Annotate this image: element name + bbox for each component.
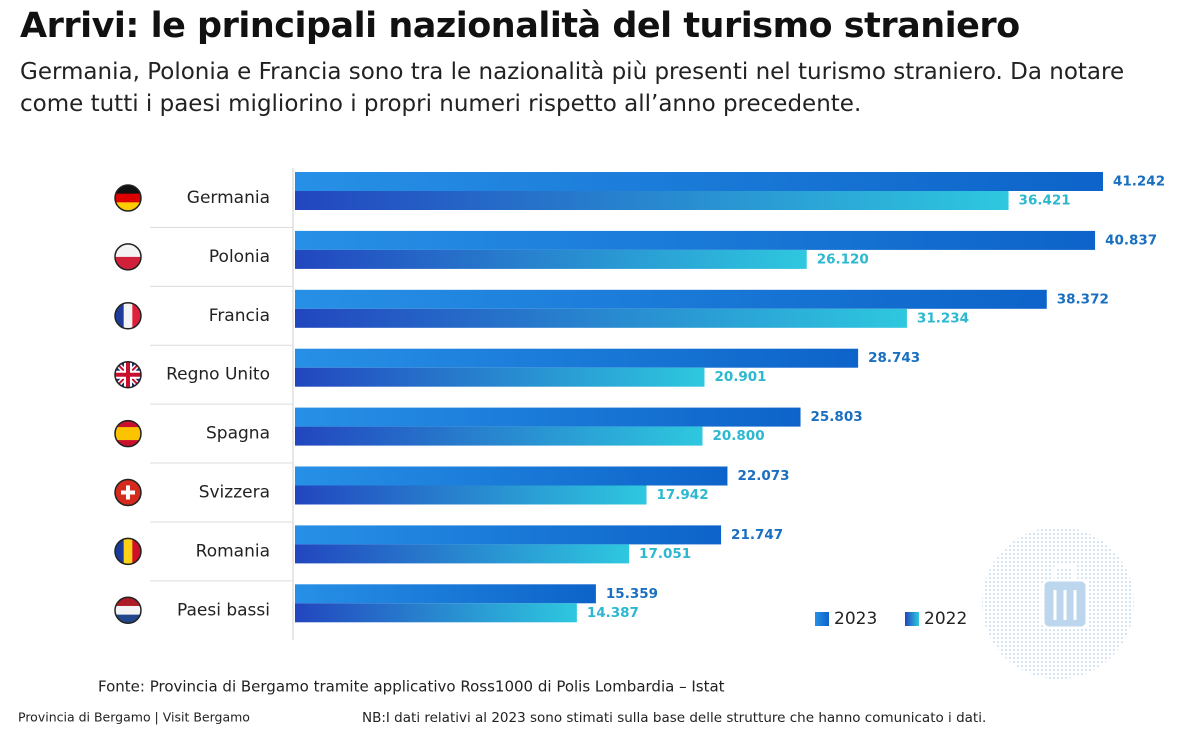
bar: [295, 525, 722, 545]
flag-cross: [121, 485, 135, 500]
category-label: Svizzera: [199, 483, 270, 503]
category-label: Francia: [209, 306, 270, 326]
chart-title: Arrivi: le principali nazionalità del tu…: [20, 6, 1020, 46]
flag-icon: [115, 302, 141, 329]
flag-stripe: [123, 302, 133, 329]
category-label: Polonia: [209, 247, 270, 267]
value-label: 25.803: [811, 409, 863, 425]
value-label: 40.837: [1105, 232, 1157, 248]
bar: [295, 249, 807, 269]
footer: Provincia di Bergamo | Visit Bergamo: [18, 710, 250, 725]
bar: [295, 426, 703, 446]
value-label: 22.073: [737, 468, 789, 484]
bar: [295, 584, 596, 604]
flag-icon: [115, 538, 141, 565]
category-label: Romania: [196, 541, 270, 561]
flag-ring: [114, 360, 142, 389]
bar: [295, 485, 647, 505]
flag-stripe: [115, 614, 141, 624]
value-label: 17.051: [639, 546, 691, 562]
flag-cross: [115, 361, 141, 388]
flag-stripe: [115, 427, 141, 435]
flag-ring: [114, 184, 142, 212]
flag-ring: [114, 537, 142, 566]
flag-icon: [115, 243, 141, 270]
bar: [295, 466, 728, 486]
value-label: 21.747: [731, 527, 783, 543]
legend-swatch: [815, 612, 829, 626]
value-label: 36.421: [1019, 193, 1071, 209]
bar: [295, 308, 907, 328]
bar: [295, 348, 859, 368]
value-label: 17.942: [657, 487, 709, 503]
flag-stripe: [115, 440, 141, 447]
flag-ring: [114, 243, 142, 271]
flag-stripe: [115, 185, 141, 195]
flag-stripe: [132, 538, 141, 565]
value-label: 31.234: [917, 310, 969, 326]
value-label: 20.901: [714, 369, 766, 385]
legend-swatch: [905, 612, 919, 626]
value-label: 41.242: [1113, 174, 1165, 190]
flag-stripe: [115, 243, 141, 258]
flag-ring: [114, 478, 142, 507]
chart-subtitle: Germania, Polonia e Francia sono tra le …: [20, 59, 1125, 117]
bar: [295, 367, 705, 387]
legend-label: 2023: [834, 609, 877, 629]
legend-label: 2022: [924, 609, 967, 629]
flag-stripe: [115, 256, 141, 270]
flag-icon: [115, 185, 141, 211]
category-label: Spagna: [206, 424, 270, 444]
note: NB:I dati relativi al 2023 sono stimati …: [362, 710, 986, 726]
flag-stripe: [115, 202, 141, 211]
flag-stripe: [123, 538, 133, 565]
value-label: 20.800: [713, 428, 765, 444]
flag-stripe: [115, 597, 141, 607]
flag-stripe: [115, 433, 141, 441]
flag-stripe: [115, 302, 125, 329]
flag-stripe: [115, 193, 141, 203]
bar: [295, 544, 630, 564]
bar: [295, 230, 1096, 250]
flag-ring: [114, 302, 142, 330]
value-label: 28.743: [868, 350, 920, 366]
flag-icon: [115, 597, 141, 624]
bar: [295, 603, 577, 623]
flag-stripe: [115, 420, 141, 428]
flag-icon: [115, 420, 141, 447]
bar: [295, 289, 1047, 309]
bar: [295, 172, 1103, 191]
bar: [295, 191, 1009, 210]
flag-stripe: [115, 605, 141, 616]
value-label: 15.359: [606, 586, 658, 602]
value-label: 26.120: [817, 251, 869, 267]
category-label: Regno Unito: [166, 365, 270, 385]
value-label: 14.387: [587, 605, 639, 621]
value-label: 38.372: [1057, 291, 1109, 307]
category-label: Germania: [187, 188, 270, 208]
flag-stripe: [115, 538, 125, 565]
bar: [295, 407, 801, 427]
source: Fonte: Provincia di Bergamo tramite appl…: [98, 678, 725, 696]
luggage-icon: [1041, 563, 1089, 630]
flag-ring: [114, 419, 142, 448]
flag-stripe: [132, 302, 141, 329]
category-label: Paesi bassi: [177, 600, 270, 620]
flag-ring: [114, 596, 142, 625]
